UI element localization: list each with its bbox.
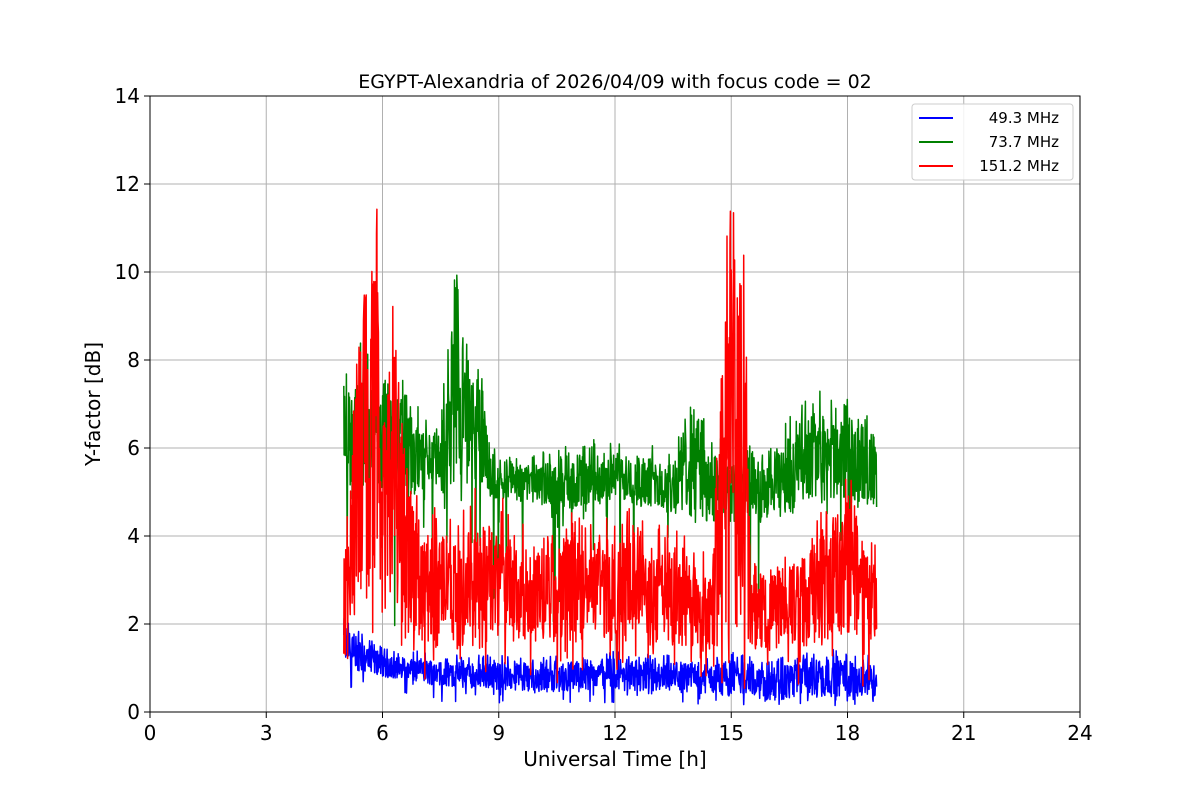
x-tick-label: 0 bbox=[144, 721, 157, 745]
y-ticks: 0 2 4 6 8 10 12 14 bbox=[115, 84, 150, 724]
x-tick-label: 9 bbox=[492, 721, 505, 745]
y-tick-label: 2 bbox=[127, 612, 140, 636]
legend: 49.3 MHz 73.7 MHz 151.2 MHz bbox=[911, 103, 1074, 181]
legend-label: 151.2 MHz bbox=[979, 157, 1059, 175]
y-tick-label: 4 bbox=[127, 524, 140, 548]
x-tick-label: 3 bbox=[260, 721, 273, 745]
x-tick-label: 21 bbox=[951, 721, 976, 745]
legend-label: 73.7 MHz bbox=[989, 133, 1059, 151]
y-tick-label: 12 bbox=[115, 172, 140, 196]
chart-title: EGYPT-Alexandria of 2026/04/09 with focu… bbox=[358, 71, 872, 93]
series-line-2 bbox=[343, 208, 878, 689]
x-tick-label: 18 bbox=[835, 721, 860, 745]
x-tick-label: 24 bbox=[1067, 721, 1092, 745]
x-tick-label: 12 bbox=[602, 721, 627, 745]
y-tick-label: 8 bbox=[127, 348, 140, 372]
x-tick-label: 6 bbox=[376, 721, 389, 745]
y-tick-label: 10 bbox=[115, 260, 140, 284]
legend-box bbox=[911, 103, 1074, 181]
x-axis-label: Universal Time [h] bbox=[523, 747, 706, 771]
x-ticks: 0 3 6 9 12 15 18 21 24 bbox=[144, 712, 1093, 745]
legend-label: 49.3 MHz bbox=[989, 109, 1059, 127]
y-tick-label: 0 bbox=[127, 700, 140, 724]
y-tick-label: 6 bbox=[127, 436, 140, 460]
x-tick-label: 15 bbox=[719, 721, 744, 745]
series-layer bbox=[343, 208, 878, 707]
y-tick-label: 14 bbox=[115, 84, 140, 108]
y-axis-label: Y-factor [dB] bbox=[81, 342, 105, 467]
